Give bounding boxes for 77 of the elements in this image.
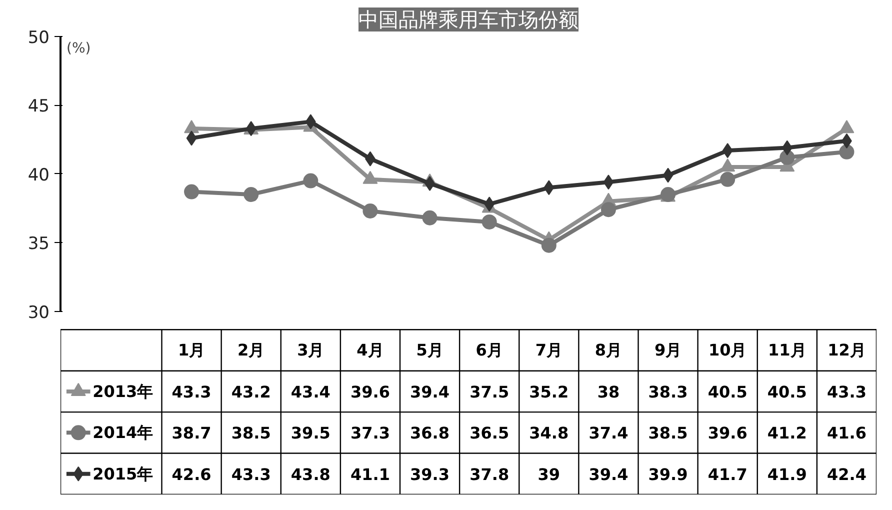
legend-label: 2015年 bbox=[92, 464, 154, 484]
data-label: 38.5 bbox=[648, 424, 688, 443]
y-tick-label: 50 bbox=[28, 28, 50, 48]
data-label: 42.6 bbox=[172, 464, 212, 484]
data-label: 43.3 bbox=[172, 382, 212, 402]
data-label: 39.9 bbox=[648, 464, 688, 484]
point bbox=[362, 204, 378, 218]
data-label: 40.5 bbox=[708, 382, 748, 402]
data-label: 37.5 bbox=[470, 382, 510, 402]
data-label: 41.7 bbox=[708, 464, 748, 484]
data-label: 39.4 bbox=[588, 464, 628, 484]
data-label: 37.8 bbox=[470, 464, 510, 484]
data-label: 39 bbox=[538, 464, 560, 484]
data-label: 38.3 bbox=[648, 382, 688, 402]
point bbox=[600, 202, 616, 218]
point bbox=[839, 144, 854, 160]
data-label: 41.6 bbox=[826, 424, 866, 443]
data-label: 37.4 bbox=[588, 424, 628, 443]
legend-label: 2014年 bbox=[92, 423, 154, 442]
y-tick-label: 35 bbox=[28, 234, 50, 254]
point bbox=[303, 173, 318, 188]
data-label: 43.3 bbox=[231, 464, 271, 484]
point bbox=[603, 174, 614, 190]
data-label: 43.2 bbox=[231, 382, 271, 402]
point bbox=[720, 172, 736, 187]
data-label: 39.3 bbox=[410, 464, 450, 484]
data-label: 42.4 bbox=[826, 464, 866, 484]
point bbox=[244, 187, 259, 202]
data-label: 39.6 bbox=[708, 424, 748, 443]
y-axis-title: (%) bbox=[66, 40, 91, 56]
data-label: 40.5 bbox=[767, 382, 807, 402]
data-label: 37.3 bbox=[350, 424, 390, 443]
x-tick-label: 9月 bbox=[654, 340, 682, 360]
point bbox=[782, 140, 792, 156]
data-label: 43.4 bbox=[290, 382, 330, 402]
data-label: 43.3 bbox=[826, 382, 866, 402]
x-tick-label: 5月 bbox=[416, 340, 444, 360]
chart-title: 中国品牌乘用车市场份额 bbox=[358, 8, 578, 32]
x-tick-label: 11月 bbox=[768, 340, 806, 360]
point bbox=[246, 121, 256, 136]
legend-label: 2013年 bbox=[92, 382, 154, 401]
data-label: 41.1 bbox=[350, 464, 390, 484]
x-tick-label: 7月 bbox=[535, 340, 562, 360]
data-label: 38.7 bbox=[172, 424, 212, 443]
point bbox=[484, 196, 495, 212]
point bbox=[186, 130, 197, 146]
point bbox=[722, 143, 733, 158]
data-label: 38.5 bbox=[231, 424, 271, 443]
y-tick-label: 30 bbox=[28, 302, 50, 323]
x-tick-label: 3月 bbox=[297, 340, 324, 360]
y-tick-label: 40 bbox=[28, 165, 50, 186]
data-label: 36.5 bbox=[470, 424, 510, 443]
data-label: 36.8 bbox=[410, 424, 450, 443]
data-label: 39.4 bbox=[410, 382, 450, 402]
point bbox=[305, 114, 316, 130]
point bbox=[422, 210, 438, 226]
data-label: 38 bbox=[597, 382, 620, 402]
point bbox=[184, 184, 200, 200]
y-tick-label: 45 bbox=[28, 96, 50, 117]
x-tick-label: 2月 bbox=[238, 340, 265, 360]
point bbox=[482, 214, 497, 230]
x-tick-label: 12月 bbox=[828, 340, 866, 360]
x-tick-label: 8月 bbox=[594, 340, 622, 360]
data-label: 34.8 bbox=[529, 424, 569, 443]
data-label: 41.9 bbox=[767, 464, 807, 484]
data-label: 41.2 bbox=[767, 424, 807, 443]
point bbox=[544, 180, 554, 196]
data-label: 35.2 bbox=[529, 382, 569, 402]
data-label: 43.8 bbox=[290, 464, 330, 484]
point bbox=[662, 168, 674, 183]
x-tick-label: 6月 bbox=[476, 340, 503, 360]
x-tick-label: 4月 bbox=[356, 340, 384, 360]
x-tick-label: 10月 bbox=[708, 340, 747, 360]
x-tick-label: 1月 bbox=[178, 340, 206, 360]
data-label: 39.5 bbox=[290, 424, 330, 443]
data-label: 39.6 bbox=[350, 382, 390, 402]
point bbox=[541, 238, 556, 253]
